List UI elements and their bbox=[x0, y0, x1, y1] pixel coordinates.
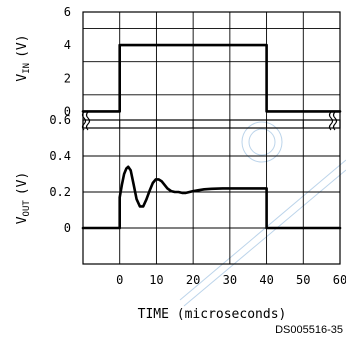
axis-break-marks bbox=[81, 111, 338, 131]
vout-grid bbox=[83, 120, 340, 264]
y-tick-label: 4 bbox=[64, 38, 71, 52]
x-tick-label: 60 bbox=[333, 273, 346, 287]
x-tick-label: 10 bbox=[149, 273, 163, 287]
y-tick-label: 0 bbox=[64, 104, 71, 118]
y-tick-label: 0.2 bbox=[49, 185, 71, 199]
x-tick-label: 0 bbox=[116, 273, 123, 287]
y-tick-label: 0.6 bbox=[49, 113, 71, 127]
y-tick-label: 2 bbox=[64, 71, 71, 85]
watermark bbox=[179, 121, 346, 307]
y-tick-label: 6 bbox=[64, 5, 71, 19]
time-x-tick-labels: 0 10 20 30 40 50 60 bbox=[116, 273, 346, 287]
vin-trace bbox=[81, 43, 342, 113]
vin-panel: 0 2 4 6 bbox=[64, 5, 342, 129]
x-tick-label: 40 bbox=[259, 273, 273, 287]
time-axis-label: TIME (microseconds) bbox=[138, 307, 287, 322]
vin-plot-frame bbox=[82, 11, 341, 129]
vin-y-tick-labels: 0 2 4 6 bbox=[64, 5, 71, 118]
vout-y-tick-labels: 0 0.2 0.4 0.6 bbox=[49, 113, 71, 235]
document-code: DS005516-35 bbox=[275, 324, 343, 336]
vout-axis-label: VOUT(V) bbox=[15, 172, 32, 225]
y-tick-label: 0 bbox=[64, 221, 71, 235]
vout-plot-frame bbox=[82, 119, 341, 265]
vin-axis-label: VIN(V) bbox=[15, 34, 32, 81]
x-tick-label: 50 bbox=[296, 273, 310, 287]
vout-trace bbox=[81, 165, 342, 230]
x-tick-label: 20 bbox=[186, 273, 200, 287]
vout-panel: 0 0.2 0.4 0.6 0 10 20 30 40 50 60 bbox=[49, 113, 346, 287]
x-tick-label: 30 bbox=[223, 273, 237, 287]
y-tick-label: 0.4 bbox=[49, 149, 71, 163]
